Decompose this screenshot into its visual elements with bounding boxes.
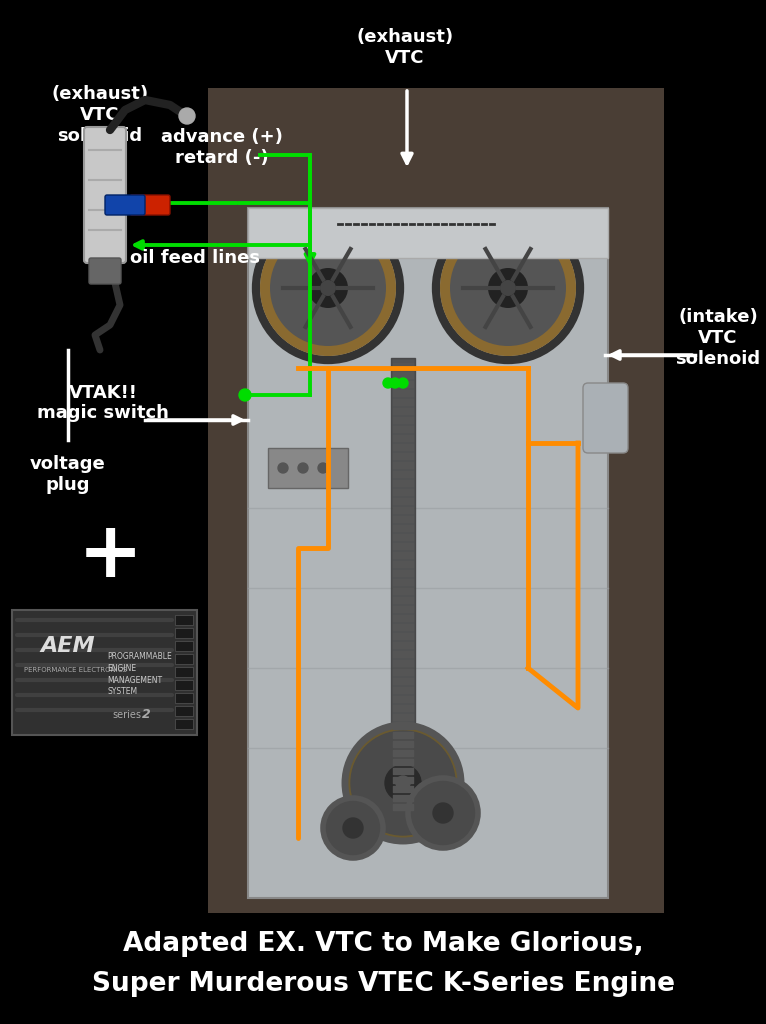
Text: PERFORMANCE ELECTRONICS: PERFORMANCE ELECTRONICS [24, 667, 127, 673]
Text: (exhaust)
VTC
solenoid: (exhaust) VTC solenoid [51, 85, 149, 144]
Text: VTAK!!
magic switch: VTAK!! magic switch [37, 384, 169, 422]
Text: +: + [77, 517, 142, 593]
Text: advance (+)
retard (-): advance (+) retard (-) [161, 128, 283, 167]
Text: Adapted EX. VTC to Make Glorious,: Adapted EX. VTC to Make Glorious, [123, 931, 643, 957]
Text: AEM: AEM [40, 636, 95, 656]
Bar [175, 719, 193, 729]
Text: series: series [112, 710, 141, 720]
Bar [175, 615, 193, 625]
FancyBboxPatch shape [84, 127, 126, 263]
Bar [175, 680, 193, 690]
Circle shape [440, 220, 576, 356]
Bar [268, 449, 348, 488]
Circle shape [179, 108, 195, 124]
Circle shape [320, 280, 336, 296]
Bar [248, 208, 608, 898]
Bar [175, 641, 193, 651]
Circle shape [385, 765, 421, 801]
Bar [175, 654, 193, 664]
Text: (exhaust)
VTC: (exhaust) VTC [356, 28, 453, 67]
Circle shape [390, 378, 400, 388]
Text: 2: 2 [142, 708, 151, 721]
Circle shape [500, 280, 516, 296]
Circle shape [351, 731, 455, 835]
FancyBboxPatch shape [12, 610, 197, 735]
FancyBboxPatch shape [89, 258, 121, 284]
Circle shape [298, 463, 308, 473]
Circle shape [488, 268, 528, 308]
Circle shape [408, 778, 478, 848]
Circle shape [239, 389, 251, 401]
Bar [175, 628, 193, 638]
Circle shape [383, 378, 393, 388]
Circle shape [278, 463, 288, 473]
Text: Super Murderous VTEC K-Series Engine: Super Murderous VTEC K-Series Engine [91, 971, 675, 997]
Circle shape [323, 798, 383, 858]
FancyBboxPatch shape [105, 195, 145, 215]
FancyBboxPatch shape [130, 195, 170, 215]
Bar [248, 208, 608, 258]
Circle shape [450, 230, 566, 346]
Bar [175, 667, 193, 677]
Text: PROGRAMMABLE
ENGINE
MANAGEMENT
SYSTEM: PROGRAMMABLE ENGINE MANAGEMENT SYSTEM [107, 652, 172, 696]
Circle shape [396, 776, 410, 790]
Circle shape [270, 230, 386, 346]
Text: (intake)
VTC
solenoid: (intake) VTC solenoid [676, 308, 761, 368]
Circle shape [343, 818, 363, 838]
Bar [208, 88, 664, 913]
Bar [175, 706, 193, 716]
Circle shape [433, 803, 453, 823]
Text: voltage
plug: voltage plug [30, 455, 106, 494]
Circle shape [260, 220, 396, 356]
FancyBboxPatch shape [583, 383, 628, 453]
Circle shape [345, 725, 461, 841]
Circle shape [398, 378, 408, 388]
Text: oil feed lines: oil feed lines [130, 249, 260, 267]
Circle shape [318, 463, 328, 473]
Bar [175, 693, 193, 703]
Circle shape [308, 268, 348, 308]
